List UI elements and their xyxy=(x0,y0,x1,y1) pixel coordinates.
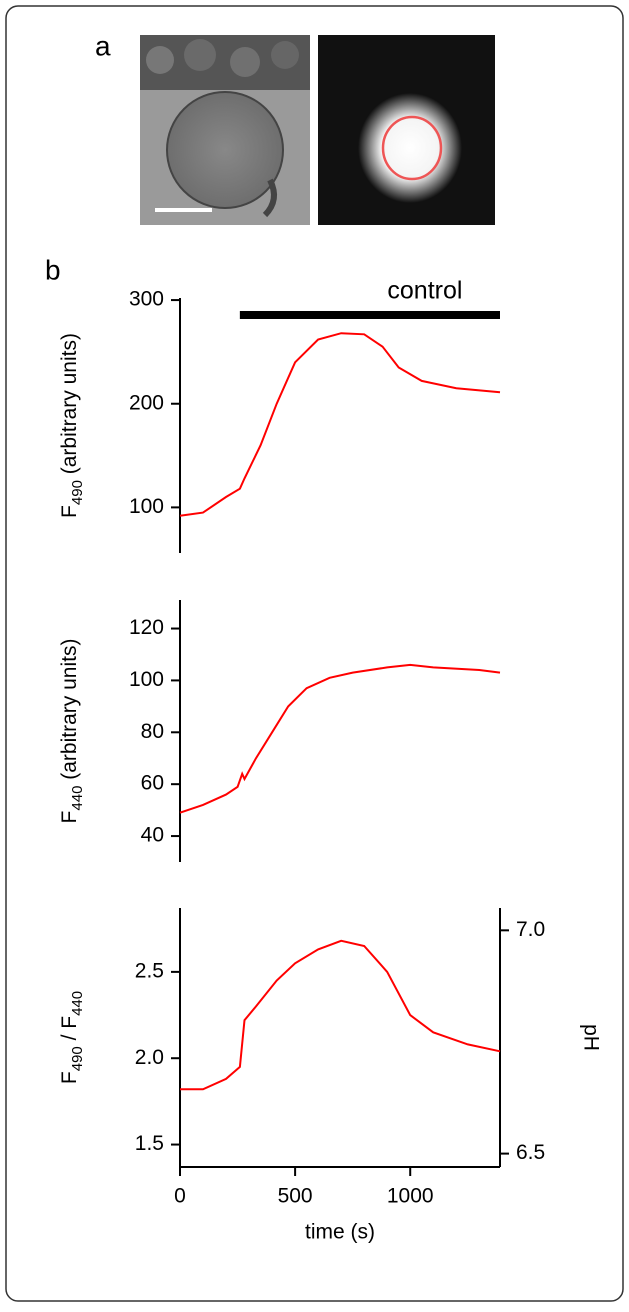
panel-label: b xyxy=(45,254,61,285)
figure: a b 100200300F490 (arbitrary units)contr… xyxy=(0,0,629,1307)
x-tick-label: 1000 xyxy=(387,1185,434,1208)
y-label-part: 440 xyxy=(69,786,86,811)
y-tick-label: 2.0 xyxy=(135,1046,164,1069)
y-label-part: F xyxy=(58,1071,81,1084)
y-label-part: 490 xyxy=(69,1046,86,1071)
y-tick-label: 100 xyxy=(129,495,164,518)
x-axis-label: time (s) xyxy=(305,1221,375,1244)
y-tick-label: 1.5 xyxy=(135,1132,164,1155)
y-label-part: / F xyxy=(58,1016,81,1046)
frame xyxy=(6,6,623,1301)
y-tick-label: 120 xyxy=(129,616,164,639)
y-label-part: 490 xyxy=(69,480,86,505)
y-label-part: F xyxy=(58,811,81,824)
y2-tick-label: 7.0 xyxy=(516,918,545,941)
data-line xyxy=(180,665,500,813)
y-axis-label: F490 / F440 xyxy=(58,991,87,1084)
panel-label: a xyxy=(95,30,111,61)
y-tick-label: 60 xyxy=(141,772,164,795)
data-line xyxy=(180,333,500,516)
y-tick-label: 40 xyxy=(141,824,164,847)
y-label-part: (arbitrary units) xyxy=(58,639,81,786)
y-tick-label: 100 xyxy=(129,668,164,691)
y-tick-label: 2.5 xyxy=(135,959,164,982)
y-tick-label: 300 xyxy=(129,288,164,311)
y-label-part: (arbitrary units) xyxy=(58,333,81,480)
annotation: control xyxy=(387,277,462,305)
x-tick-label: 0 xyxy=(174,1185,186,1208)
micrograph-brightfield xyxy=(140,35,310,225)
y-tick-label: 200 xyxy=(129,391,164,414)
y-axis-label: F490 (arbitrary units) xyxy=(58,333,87,518)
data-line xyxy=(180,941,500,1090)
y-label-part: F xyxy=(58,505,81,518)
x-tick-label: 500 xyxy=(278,1185,313,1208)
y2-tick-label: 6.5 xyxy=(516,1141,545,1164)
y-tick-label: 80 xyxy=(141,720,164,743)
page: a b 100200300F490 (arbitrary units)contr… xyxy=(0,0,629,1312)
micrograph-fluorescence xyxy=(318,35,495,225)
y2-axis-label: pH xyxy=(579,1024,602,1051)
y-label-part: 440 xyxy=(69,991,86,1016)
y-axis-label: F440 (arbitrary units) xyxy=(58,639,87,824)
